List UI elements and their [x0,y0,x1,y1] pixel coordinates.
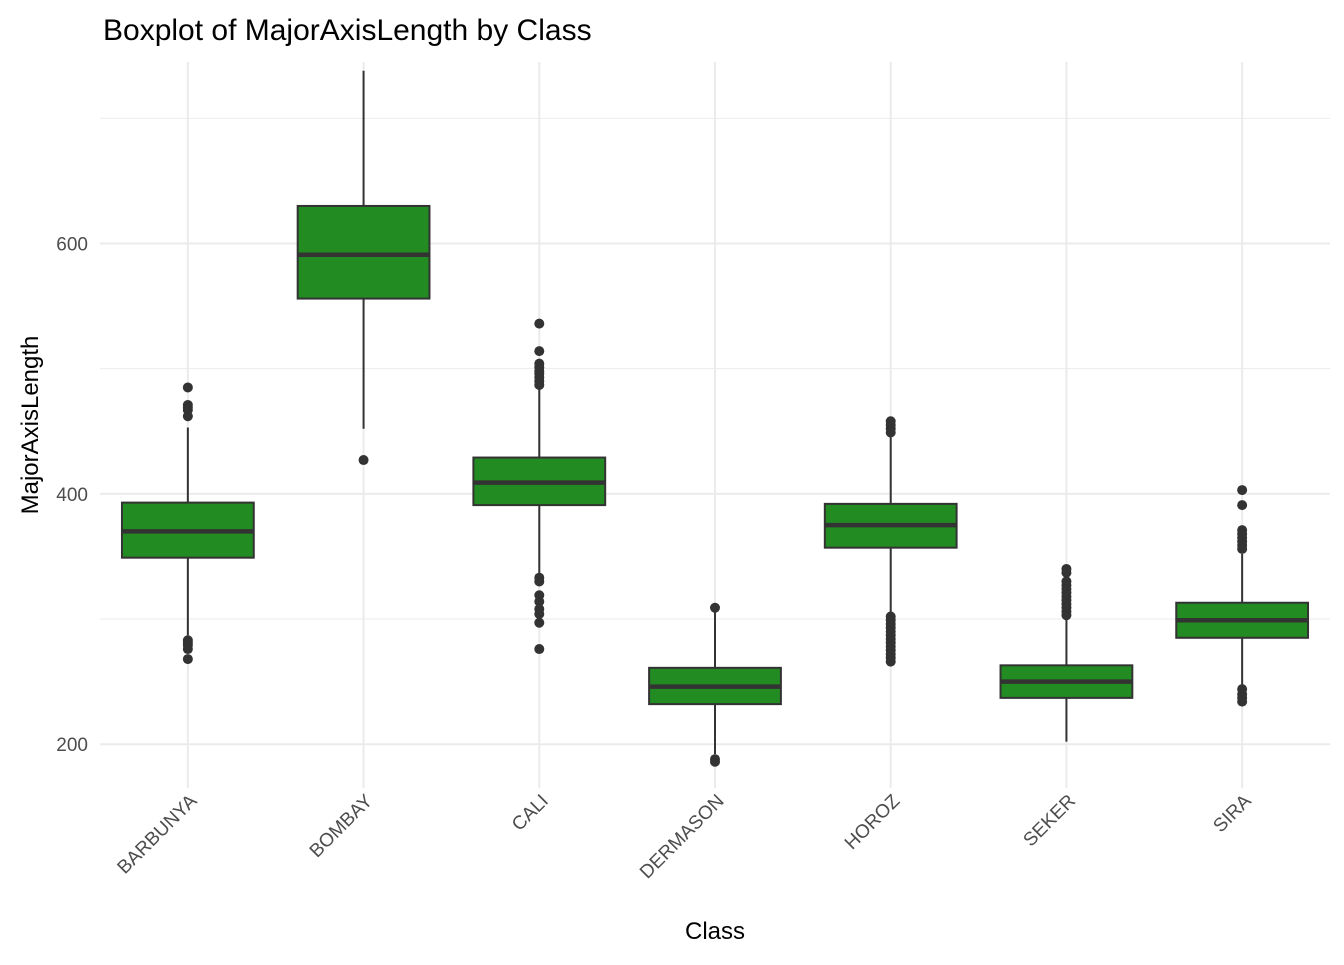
box-dermason [648,602,782,767]
x-tick-label: CALI [508,791,553,836]
x-tick-label: DERMASON [636,791,728,883]
x-tick-labels: BARBUNYA BOMBAY CALI DERMASON HOROZ SEKER SIRA [114,790,1256,883]
outlier-point [710,756,720,767]
outlier-point [534,617,545,628]
y-tick-labels: 200 400 600 [56,235,88,757]
outlier-point [1237,500,1248,511]
outlier-point [534,644,545,655]
outlier-point [182,654,193,665]
outlier-point [182,382,193,393]
y-axis-title: MajorAxisLength [17,336,44,515]
outlier-point [358,455,369,466]
outlier-point [1237,696,1248,707]
outlier-point [885,427,896,438]
outlier-point [534,379,545,390]
outlier-point [1061,567,1072,578]
y-tick-label: 400 [56,485,88,506]
outlier-point [534,576,545,587]
outlier-point [1061,610,1072,621]
x-tick-label: BOMBAY [306,790,378,862]
y-tick-label: 600 [56,235,88,256]
box-barbunya [120,382,255,665]
outlier-point [885,656,896,667]
x-tick-label: HOROZ [841,790,905,854]
x-tick-label: SIRA [1209,790,1255,836]
box-bombay [296,70,431,466]
outlier-point [1237,485,1248,496]
y-tick-label: 200 [56,735,88,756]
outlier-point [534,346,545,357]
outlier-point [1237,543,1248,554]
outlier-point [182,644,193,655]
outlier-point [182,411,193,422]
outlier-point [534,318,545,329]
x-tick-label: BARBUNYA [114,790,202,878]
box-horoz [823,416,958,667]
box-cali [472,318,607,655]
x-tick-label: SEKER [1020,791,1080,851]
box-layer [120,70,1310,767]
x-axis-title: Class [685,918,745,945]
outlier-point [534,609,545,620]
outlier-point [710,602,720,613]
chart-title: Boxplot of MajorAxisLength by Class [103,14,592,47]
iqr-box [296,204,431,300]
outlier-point [534,596,545,607]
box-sira [1175,485,1310,707]
box-seker [999,563,1134,742]
